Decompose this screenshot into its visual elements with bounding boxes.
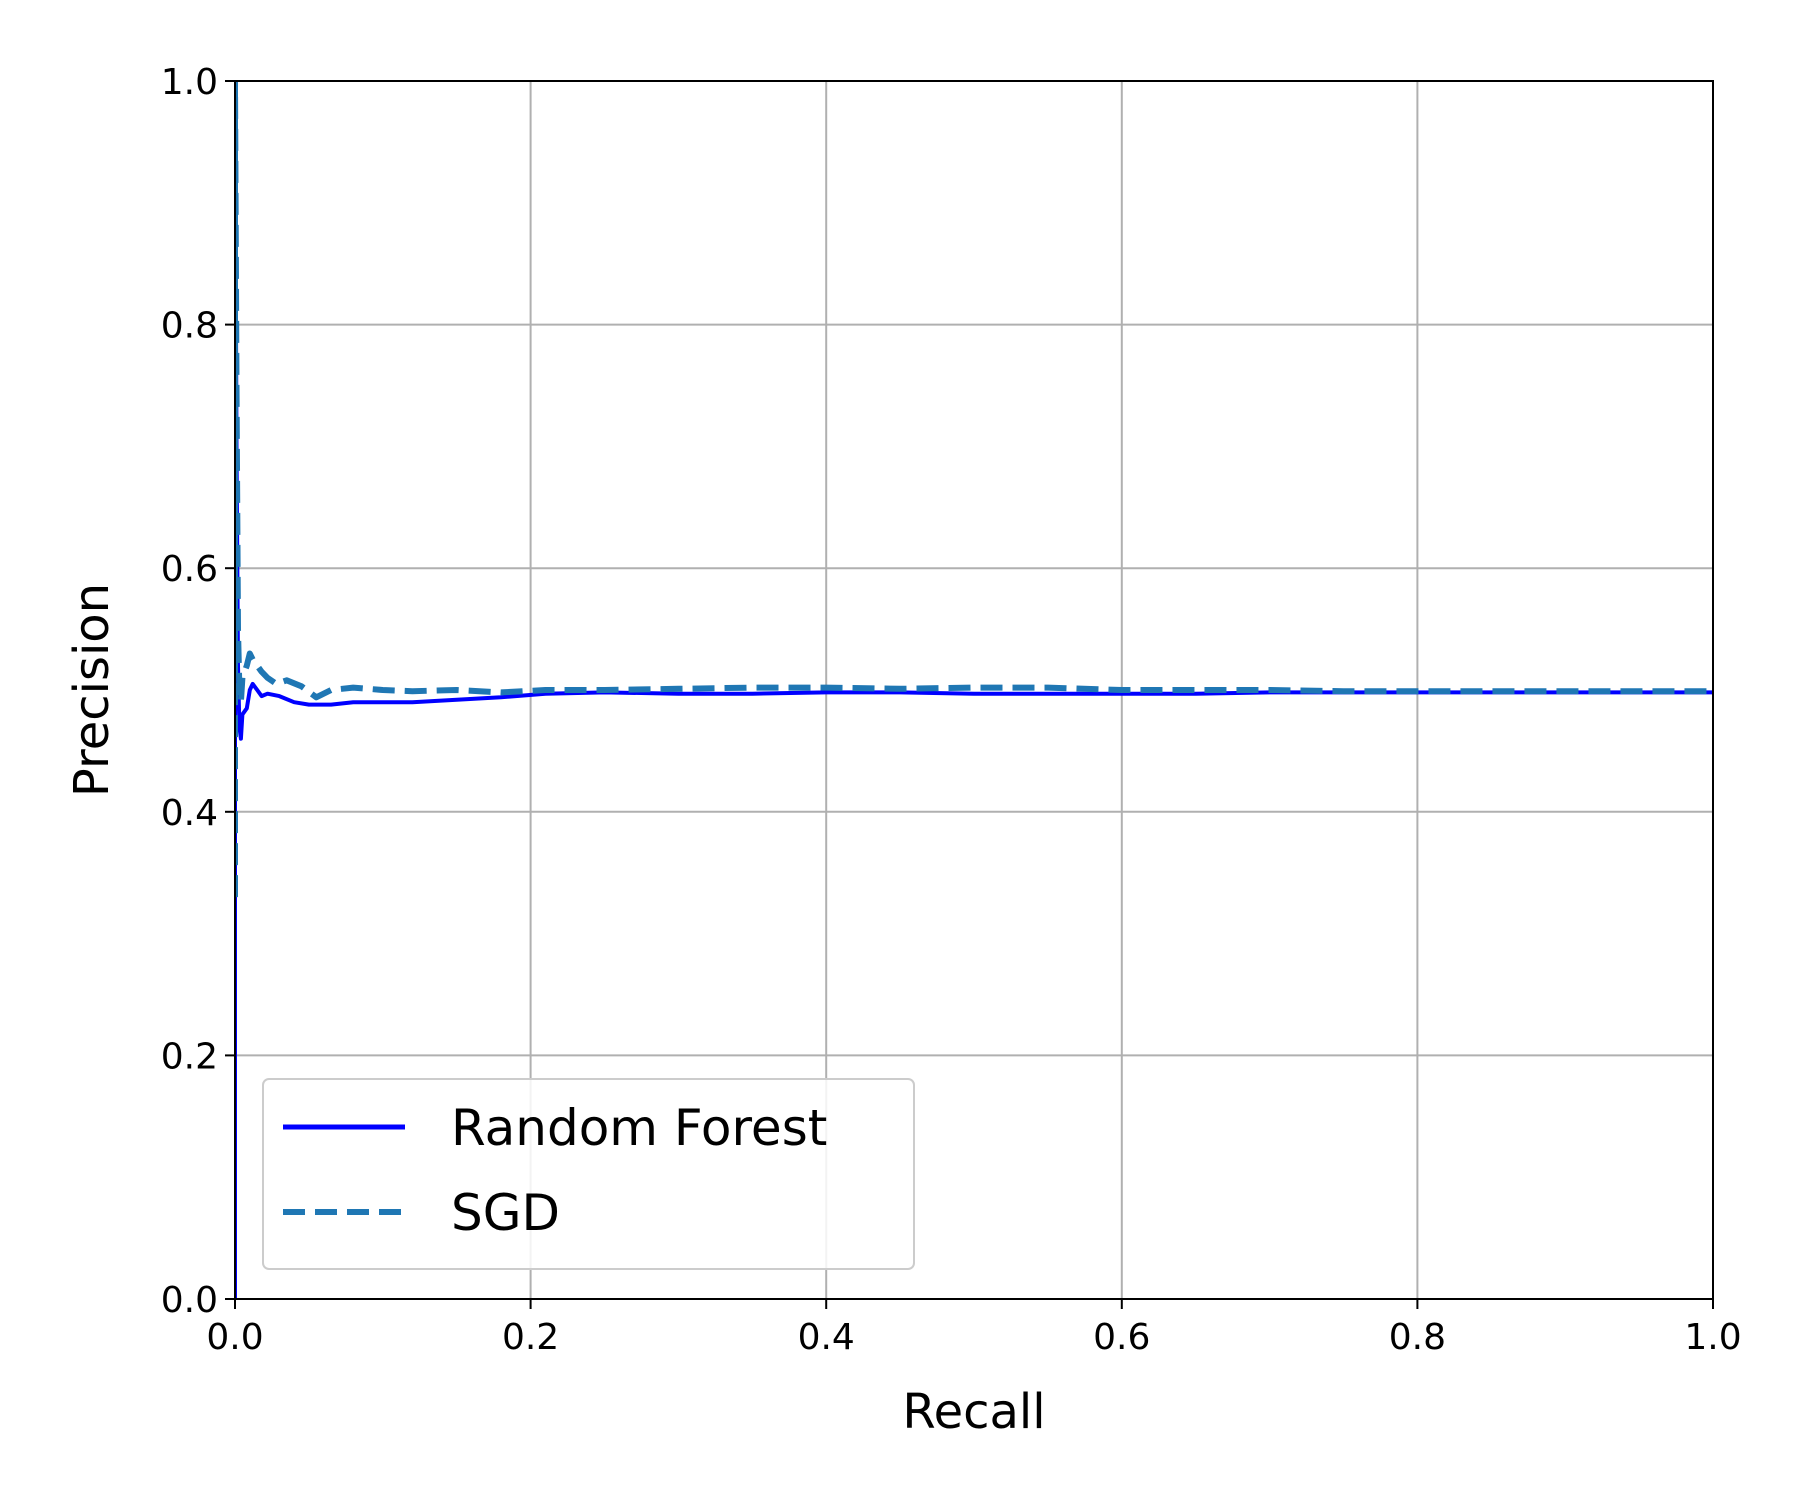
series-line-sgd: [235, 81, 1713, 898]
y-tick-label: 0.2: [161, 1036, 218, 1077]
y-tick-label: 0.8: [161, 306, 218, 347]
y-tick-label: 0.0: [161, 1280, 218, 1321]
axis-ticks: 0.0 0.2 0.4 0.6 0.8 1.0 0.0 0.2 0.4 0.6 0.8 1.0: [161, 62, 1742, 1358]
y-tick-label: 1.0: [161, 62, 218, 103]
x-tick-label: 0.6: [1093, 1317, 1150, 1358]
y-tick-label: 0.4: [161, 793, 218, 834]
x-tick-label: 0.2: [502, 1317, 559, 1358]
series-lines: [235, 81, 1713, 1299]
x-axis-label: Recall: [902, 1384, 1045, 1440]
x-tick-label: 1.0: [1684, 1317, 1741, 1358]
x-tick-label: 0.4: [798, 1317, 855, 1358]
x-tick-label: 0.0: [206, 1317, 263, 1358]
plot-frame: [234, 80, 1714, 1300]
y-tick-label: 0.6: [161, 549, 218, 590]
y-axis-label: Precision: [64, 583, 120, 797]
legend: Random Forest SGD: [262, 1078, 915, 1270]
legend-label-sgd: SGD: [451, 1184, 560, 1242]
legend-label-random-forest: Random Forest: [451, 1099, 827, 1157]
x-tick-label: 0.8: [1389, 1317, 1446, 1358]
legend-box: [262, 1078, 915, 1270]
